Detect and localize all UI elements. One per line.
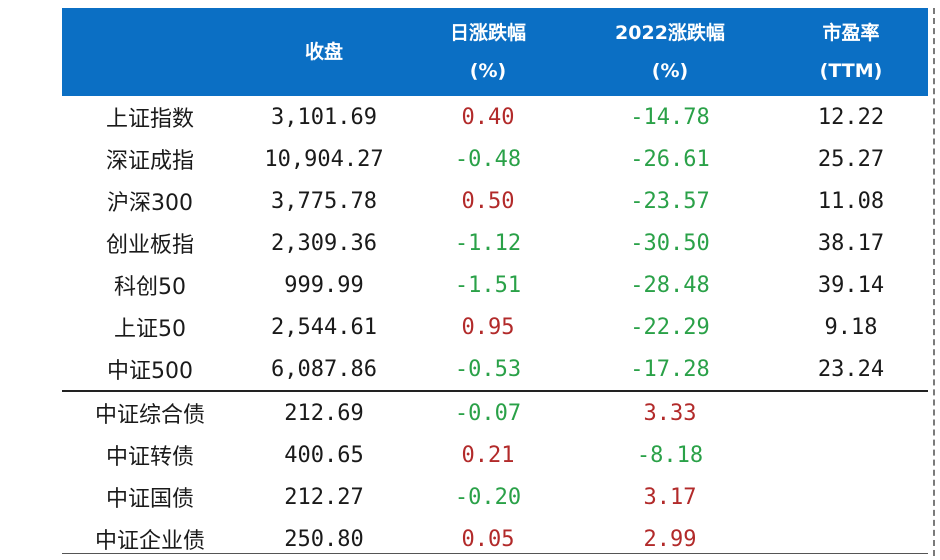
header-daily-change: 日涨跌幅 (%) [410, 8, 566, 96]
header-daily-label: 日涨跌幅 [449, 22, 526, 44]
daily-change: 0.50 [461, 188, 515, 214]
header-ytd-label: 2022涨跌幅 [615, 22, 725, 44]
pe-ratio: 23.24 [817, 356, 885, 382]
pe-ratio: 12.22 [817, 104, 885, 130]
table-row: 中证企业债 250.80 0.05 2.99 [62, 518, 928, 560]
header-close: 收盘 [238, 8, 410, 96]
ytd-change: -8.18 [636, 442, 704, 468]
ytd-change: 3.33 [643, 400, 697, 426]
header-daily-unit: (%) [469, 60, 507, 82]
ytd-change: -22.29 [630, 314, 710, 340]
header-ytd-unit: (%) [651, 60, 689, 82]
close-value: 2,544.61 [271, 314, 377, 340]
daily-change: -0.48 [454, 146, 522, 172]
table-body: 上证指数 3,101.69 0.40 -14.78 12.22 深证成指 10,… [62, 96, 928, 560]
ytd-change: -28.48 [630, 272, 710, 298]
header-name-col [62, 8, 238, 96]
table-row: 创业板指 2,309.36 -1.12 -30.50 38.17 [62, 222, 928, 264]
ytd-change: -30.50 [630, 230, 710, 256]
ytd-change: -26.61 [630, 146, 710, 172]
close-value: 250.80 [284, 526, 364, 552]
table-row: 中证转债 400.65 0.21 -8.18 [62, 434, 928, 476]
index-name: 创业板指 [105, 233, 194, 258]
close-value: 212.27 [284, 484, 364, 510]
table-row: 中证500 6,087.86 -0.53 -17.28 23.24 [62, 348, 928, 390]
close-value: 6,087.86 [271, 356, 377, 382]
close-value: 10,904.27 [264, 146, 384, 172]
close-value: 2,309.36 [271, 230, 377, 256]
daily-change: 0.40 [461, 104, 515, 130]
ytd-change: -23.57 [630, 188, 710, 214]
pe-ratio: 39.14 [817, 272, 885, 298]
index-name: 中证企业债 [94, 529, 205, 554]
close-value: 212.69 [284, 400, 364, 426]
close-value: 400.65 [284, 442, 364, 468]
index-name: 深证成指 [105, 149, 194, 174]
index-name: 中证转债 [105, 445, 194, 470]
daily-change: -0.07 [454, 400, 522, 426]
table-row: 中证国债 212.27 -0.20 3.17 [62, 476, 928, 518]
table-row: 科创50 999.99 -1.51 -28.48 39.14 [62, 264, 928, 306]
ytd-change: -17.28 [630, 356, 710, 382]
close-value: 3,101.69 [271, 104, 377, 130]
daily-change: -0.20 [454, 484, 522, 510]
table-row: 上证50 2,544.61 0.95 -22.29 9.18 [62, 306, 928, 348]
table-row: 沪深300 3,775.78 0.50 -23.57 11.08 [62, 180, 928, 222]
pe-ratio: 38.17 [817, 230, 885, 256]
pe-ratio: 9.18 [824, 314, 878, 340]
index-name: 沪深300 [107, 191, 193, 216]
header-pe-ratio: 市盈率 (TTM) [774, 8, 928, 96]
pe-ratio: 11.08 [817, 188, 885, 214]
close-value: 999.99 [284, 272, 364, 298]
index-name: 中证500 [107, 359, 193, 384]
index-name: 上证指数 [105, 107, 194, 132]
index-name: 科创50 [114, 275, 186, 300]
close-value: 3,775.78 [271, 188, 377, 214]
daily-change: 0.05 [461, 526, 515, 552]
index-table: 收盘 日涨跌幅 (%) 2022涨跌幅 (%) 市盈率 (TTM) 上证指数 3… [62, 8, 928, 560]
table-row: 深证成指 10,904.27 -0.48 -26.61 25.27 [62, 138, 928, 180]
header-close-label: 收盘 [304, 41, 343, 63]
index-name: 上证50 [114, 317, 186, 342]
ytd-change: 2.99 [643, 526, 697, 552]
pe-ratio: 25.27 [817, 146, 885, 172]
daily-change: -1.51 [454, 272, 522, 298]
header-ytd-change: 2022涨跌幅 (%) [566, 8, 774, 96]
daily-change: -1.12 [454, 230, 522, 256]
daily-change: 0.21 [461, 442, 515, 468]
index-name: 中证国债 [105, 487, 194, 512]
header-pe-label: 市盈率 [822, 22, 880, 44]
table-row: 中证综合债 212.69 -0.07 3.33 [62, 390, 928, 434]
daily-change: 0.95 [461, 314, 515, 340]
table-header: 收盘 日涨跌幅 (%) 2022涨跌幅 (%) 市盈率 (TTM) [62, 8, 928, 96]
ytd-change: 3.17 [643, 484, 697, 510]
table-bottom-border [62, 553, 928, 554]
right-dashed-border [933, 8, 935, 556]
header-pe-unit: (TTM) [819, 60, 883, 82]
ytd-change: -14.78 [630, 104, 710, 130]
daily-change: -0.53 [454, 356, 522, 382]
index-name: 中证综合债 [94, 403, 205, 428]
table-row: 上证指数 3,101.69 0.40 -14.78 12.22 [62, 96, 928, 138]
